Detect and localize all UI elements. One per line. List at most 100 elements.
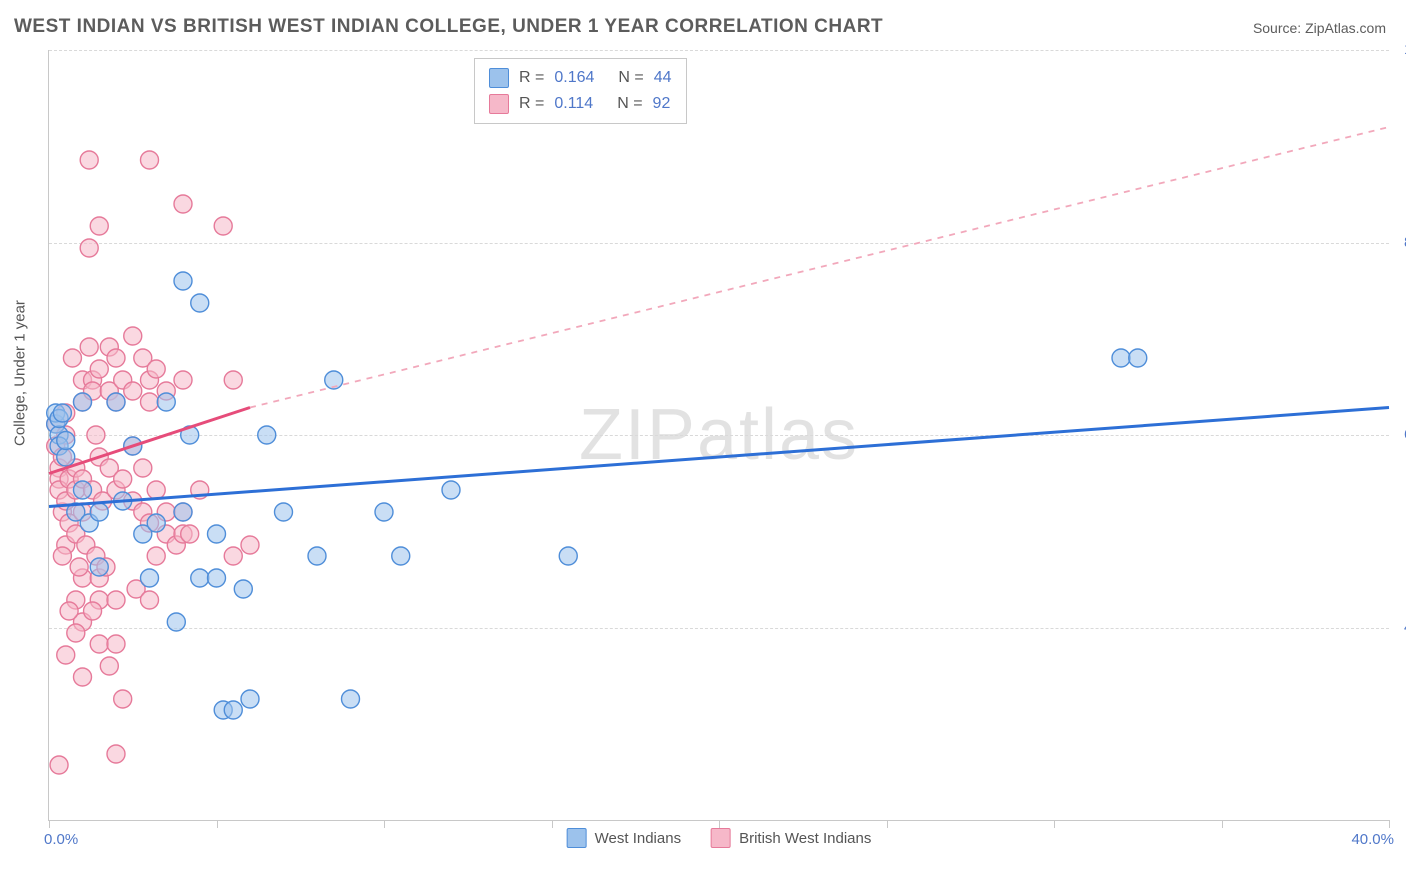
scatter-point bbox=[107, 635, 125, 653]
scatter-point bbox=[191, 569, 209, 587]
legend-swatch bbox=[567, 828, 587, 848]
yaxis-tick-label: 65.0% bbox=[1394, 426, 1406, 443]
legend-swatch bbox=[711, 828, 731, 848]
scatter-point bbox=[147, 547, 165, 565]
scatter-point bbox=[241, 536, 259, 554]
scatter-point bbox=[90, 558, 108, 576]
scatter-point bbox=[191, 294, 209, 312]
scatter-point bbox=[1129, 349, 1147, 367]
xaxis-tick bbox=[552, 820, 553, 828]
plot-area: ZIPatlas 47.5%65.0%82.5%100.0% R = 0.164… bbox=[48, 50, 1389, 821]
yaxis-tick-label: 47.5% bbox=[1394, 619, 1406, 636]
scatter-point bbox=[157, 393, 175, 411]
scatter-point bbox=[90, 635, 108, 653]
stat-r-label: R = bbox=[519, 65, 544, 91]
stat-r-label: R = bbox=[519, 91, 544, 117]
scatter-point bbox=[224, 701, 242, 719]
yaxis-title: College, Under 1 year bbox=[12, 300, 29, 446]
scatter-point bbox=[174, 195, 192, 213]
scatter-point bbox=[124, 327, 142, 345]
scatter-point bbox=[57, 646, 75, 664]
scatter-point bbox=[275, 503, 293, 521]
scatter-point bbox=[90, 503, 108, 521]
xaxis-tick bbox=[49, 820, 50, 828]
scatter-point bbox=[60, 602, 78, 620]
scatter-point bbox=[84, 602, 102, 620]
xaxis-tick bbox=[384, 820, 385, 828]
stat-r-value: 0.114 bbox=[554, 91, 593, 117]
xaxis-tick bbox=[1054, 820, 1055, 828]
scatter-point bbox=[114, 470, 132, 488]
scatter-point bbox=[90, 360, 108, 378]
scatter-point bbox=[80, 151, 98, 169]
scatter-point bbox=[141, 569, 159, 587]
scatter-point bbox=[114, 690, 132, 708]
scatter-point bbox=[174, 503, 192, 521]
scatter-point bbox=[181, 525, 199, 543]
xaxis-tick bbox=[1389, 820, 1390, 828]
stats-swatch bbox=[489, 68, 509, 88]
trend-line bbox=[49, 408, 1389, 507]
chart-title: WEST INDIAN VS BRITISH WEST INDIAN COLLE… bbox=[14, 16, 883, 38]
stats-row: R = 0.114 N = 92 bbox=[489, 91, 672, 117]
xaxis-start-label: 0.0% bbox=[44, 831, 78, 848]
scatter-point bbox=[174, 371, 192, 389]
scatter-point bbox=[234, 580, 252, 598]
scatter-point bbox=[107, 745, 125, 763]
scatter-point bbox=[167, 613, 185, 631]
scatter-point bbox=[1112, 349, 1130, 367]
scatter-point bbox=[87, 426, 105, 444]
xaxis-tick bbox=[887, 820, 888, 828]
scatter-point bbox=[308, 547, 326, 565]
scatter-point bbox=[224, 547, 242, 565]
scatter-point bbox=[107, 591, 125, 609]
scatter-point bbox=[107, 349, 125, 367]
scatter-point bbox=[141, 393, 159, 411]
xaxis-tick bbox=[1222, 820, 1223, 828]
scatter-point bbox=[74, 393, 92, 411]
stat-r-value: 0.164 bbox=[554, 65, 594, 91]
scatter-point bbox=[147, 360, 165, 378]
scatter-point bbox=[53, 404, 71, 422]
yaxis-tick-label: 100.0% bbox=[1394, 41, 1406, 58]
trend-line bbox=[250, 127, 1389, 408]
scatter-point bbox=[392, 547, 410, 565]
scatter-point bbox=[147, 514, 165, 532]
stat-n-value: 92 bbox=[653, 91, 671, 117]
stat-n-label: N = bbox=[617, 91, 642, 117]
scatter-point bbox=[141, 151, 159, 169]
scatter-point bbox=[375, 503, 393, 521]
scatter-point bbox=[147, 481, 165, 499]
stat-n-label: N = bbox=[618, 65, 643, 91]
scatter-point bbox=[70, 558, 88, 576]
scatter-point bbox=[80, 338, 98, 356]
svg-overlay bbox=[49, 50, 1389, 820]
stats-box: R = 0.164 N = 44 R = 0.114 N = 92 bbox=[474, 58, 687, 124]
yaxis-tick-label: 82.5% bbox=[1394, 234, 1406, 251]
scatter-point bbox=[258, 426, 276, 444]
legend-label: British West Indians bbox=[739, 830, 871, 847]
stat-n-value: 44 bbox=[654, 65, 672, 91]
scatter-point bbox=[63, 349, 81, 367]
legend-item: West Indians bbox=[567, 828, 681, 848]
stats-swatch bbox=[489, 94, 509, 114]
scatter-point bbox=[342, 690, 360, 708]
scatter-point bbox=[57, 448, 75, 466]
source-label: Source: ZipAtlas.com bbox=[1253, 20, 1386, 36]
legend-label: West Indians bbox=[595, 830, 681, 847]
scatter-point bbox=[57, 432, 75, 450]
scatter-point bbox=[67, 624, 85, 642]
scatter-point bbox=[74, 481, 92, 499]
scatter-point bbox=[208, 525, 226, 543]
scatter-point bbox=[90, 217, 108, 235]
xaxis-tick bbox=[719, 820, 720, 828]
scatter-point bbox=[50, 756, 68, 774]
scatter-point bbox=[208, 569, 226, 587]
legend: West Indians British West Indians bbox=[567, 828, 872, 848]
scatter-point bbox=[141, 591, 159, 609]
xaxis-end-label: 40.0% bbox=[1351, 831, 1394, 848]
scatter-point bbox=[174, 272, 192, 290]
scatter-point bbox=[80, 239, 98, 257]
scatter-point bbox=[107, 393, 125, 411]
chart-container: WEST INDIAN VS BRITISH WEST INDIAN COLLE… bbox=[0, 0, 1406, 892]
